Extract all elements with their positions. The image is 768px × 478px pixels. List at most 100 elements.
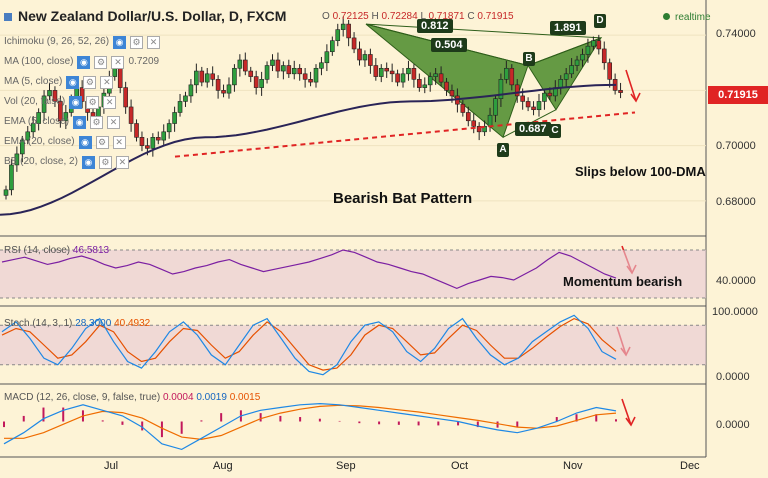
pattern-bd-leg [527,37,602,66]
indicator-row[interactable]: EMA (5, close) ◉ ⚙ ✕ [4,112,160,132]
candle-body [194,70,199,86]
candle-body [297,67,302,75]
bearish-arrow-price [625,69,637,102]
candle-body [221,90,226,94]
price-axis-tick: 0.74000 [716,28,756,40]
close-icon[interactable]: ✕ [112,135,126,149]
candle-body [536,101,542,111]
candle-body [155,137,161,141]
candle-body [547,92,553,97]
x-axis-month: Sep [336,460,356,472]
pattern-xd-leg [365,23,602,39]
bearish-arrow-macd-head [625,416,636,427]
macd-label: MACD (12, 26, close, 9, false, true) 0.0… [4,392,261,403]
price-axis-tick: 0.68000 [716,196,756,208]
candle-body [30,123,36,133]
ohlc-readout: O 0.72125 H 0.72284 L 0.71871 C 0.71915 [322,11,514,22]
candle-body [471,120,477,127]
candle-body [41,95,47,113]
eye-icon[interactable]: ◉ [81,155,95,169]
rsi-axis-tick: 40.0000 [716,275,756,287]
candle-body [362,54,368,61]
point-label-c: C [549,124,561,138]
eye-icon[interactable]: ◉ [69,95,83,109]
eye-icon[interactable]: ◉ [73,115,87,129]
indicator-row[interactable]: Vol (20, false) ◉ ⚙ ✕ [4,92,160,112]
candle-body [308,79,313,83]
x-axis-month: Oct [451,460,469,472]
close-icon[interactable]: ✕ [115,155,129,169]
last-price-tag: 0.71915 [708,86,768,104]
candle-body [406,67,411,75]
candle-body [482,125,487,133]
candle-body [324,51,330,64]
close-icon[interactable]: ✕ [100,75,114,89]
candle-body [493,98,498,116]
candle-body [433,73,438,77]
candle-body [286,65,292,75]
close-icon[interactable]: ✕ [147,35,161,49]
candle-body [199,70,205,83]
indicator-row[interactable]: BB (20, close, 2) ◉ ⚙ ✕ [4,152,160,172]
candle-body [25,131,31,141]
candle-body [139,137,145,146]
candle-body [270,59,275,66]
candle-body [335,29,341,41]
macd-line [3,402,617,451]
candle-body [585,45,591,55]
eye-icon[interactable]: ◉ [78,135,92,149]
candle-body [618,90,623,93]
candle-body [319,62,324,69]
rsi-line [1,249,617,290]
candle-body [438,73,444,83]
candle-body [9,164,14,191]
candle-body [172,112,177,124]
eye-icon[interactable]: ◉ [77,55,91,69]
eye-icon[interactable]: ◉ [113,35,127,49]
settings-icon[interactable]: ⚙ [130,35,144,49]
indicator-row[interactable]: EMA (20, close) ◉ ⚙ ✕ [4,132,160,152]
x-axis-month: Nov [563,460,583,472]
ma100-line [0,83,617,216]
candle-body [340,23,346,30]
candle-body [591,40,596,47]
candle-body [558,79,564,88]
settings-icon[interactable]: ⚙ [94,55,108,69]
candle-body [291,67,297,75]
settings-icon[interactable]: ⚙ [83,75,97,89]
candle-body [596,40,602,50]
candle-body [281,65,286,72]
close-icon[interactable]: ✕ [111,55,125,69]
settings-icon[interactable]: ⚙ [86,95,100,109]
bearish-arrow-macd [621,398,632,426]
candle-body [204,73,210,83]
candle-body [242,59,248,72]
candle-body [498,79,504,99]
candle-body [542,92,547,102]
candle-body [504,67,509,80]
eye-icon[interactable]: ◉ [66,75,80,89]
stoch-band [0,325,706,365]
candle-body [161,131,167,141]
indicator-row[interactable]: MA (5, close) ◉ ⚙ ✕ [4,72,160,92]
macd-axis-tick: 0.0000 [716,419,750,431]
candle-body [232,67,237,86]
close-icon[interactable]: ✕ [103,95,117,109]
candle-body [3,189,9,196]
point-label-a: A [497,143,509,157]
settings-icon[interactable]: ⚙ [98,155,112,169]
settings-icon[interactable]: ⚙ [90,115,104,129]
x-axis-month: Aug [213,460,233,472]
candle-body [449,90,455,97]
candle-body [514,84,520,97]
candle-body [357,48,362,61]
indicator-row[interactable]: MA (100, close) ◉ ⚙ ✕ 0.7209 [4,55,160,69]
indicator-row[interactable]: Ichimoku (9, 26, 52, 26) ◉ ⚙ ✕ [4,32,161,52]
candle-body [389,70,395,75]
stoch-axis-tick: 100.0000 [712,306,758,318]
candle-body [188,84,194,97]
candle-body [210,73,215,80]
settings-icon[interactable]: ⚙ [95,135,109,149]
close-icon[interactable]: ✕ [107,115,121,129]
candle-body [417,79,422,88]
